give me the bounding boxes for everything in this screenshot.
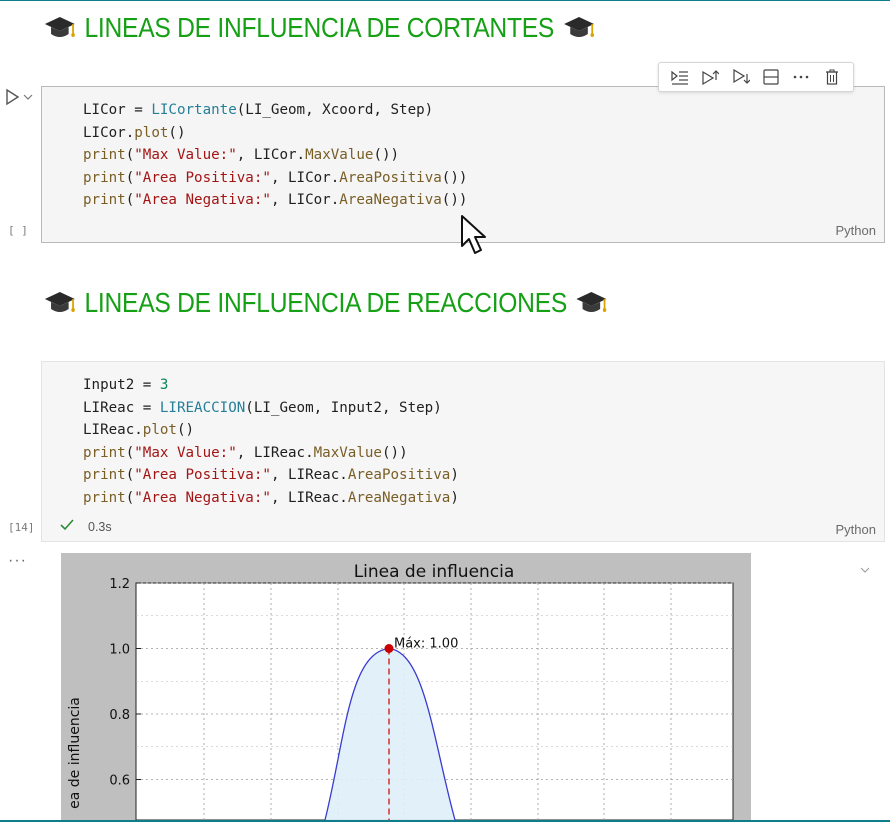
code-line: print("Max Value:", LICor.MaxValue()) <box>83 147 400 164</box>
execution-count: [ ] <box>8 224 28 237</box>
output-more-button[interactable]: ··· <box>8 552 27 569</box>
top-border <box>0 0 890 1</box>
output-figure: Máx: 1.00 Linea de influencia ea de infl… <box>61 553 751 820</box>
code-line: print("Max Value:", LIReac.MaxValue()) <box>83 444 408 461</box>
y-tick-label: 0.6 <box>109 774 130 789</box>
bottom-border <box>0 820 890 822</box>
heading-reacciones-text: LINEAS DE INFLUENCIA DE REACCIONES <box>84 287 568 318</box>
graduation-cap-icon <box>44 289 76 317</box>
code-line: LIReac.plot() <box>83 422 195 439</box>
code-line: print("Area Positiva:", LICor.AreaPositi… <box>83 169 468 186</box>
heading-cortantes: LINEAS DE INFLUENCIA DE CORTANTES <box>44 8 595 48</box>
execute-above-icon[interactable] <box>668 65 692 89</box>
cell-language-label[interactable]: Python <box>835 522 876 537</box>
execution-count: [14] <box>8 521 35 534</box>
code-editor[interactable]: LICor = LICortante(LI_Geom, Xcoord, Step… <box>83 99 467 212</box>
heading-reacciones: LINEAS DE INFLUENCIA DE REACCIONES <box>44 283 608 323</box>
chevron-down-icon[interactable] <box>860 560 870 578</box>
run-above-icon[interactable] <box>698 65 722 89</box>
max-marker <box>384 644 394 653</box>
code-cell-reacciones[interactable]: Input2 = 3 LIReac = LIREACCION(LI_Geom, … <box>41 361 885 542</box>
trash-icon[interactable] <box>820 65 844 89</box>
y-tick-label: 1.2 <box>109 577 130 592</box>
graduation-cap-icon <box>563 14 595 42</box>
cell-toolbar <box>658 62 854 92</box>
graduation-cap-icon <box>44 14 76 42</box>
code-cell-cortantes[interactable]: LICor = LICortante(LI_Geom, Xcoord, Step… <box>41 86 885 243</box>
code-editor[interactable]: Input2 = 3 LIReac = LIREACCION(LI_Geom, … <box>83 374 459 510</box>
code-line: Input2 = 3 <box>83 377 169 393</box>
split-cell-icon[interactable] <box>759 65 783 89</box>
more-icon[interactable] <box>789 65 813 89</box>
graduation-cap-icon <box>576 289 608 317</box>
max-annotation: Máx: 1.00 <box>394 637 458 652</box>
run-cell-button[interactable] <box>4 88 34 106</box>
code-line: print("Area Negativa:", LIReac.AreaNegat… <box>83 489 459 506</box>
chart-title: Linea de influencia <box>354 562 515 582</box>
influence-line-chart: Máx: 1.00 Linea de influencia ea de infl… <box>67 562 734 820</box>
run-below-icon[interactable] <box>729 65 753 89</box>
y-tick-label: 0.8 <box>109 708 130 723</box>
y-axis-label: ea de influencia <box>67 697 83 809</box>
code-line: LIReac = LIREACCION(LI_Geom, Input2, Ste… <box>83 399 442 416</box>
mouse-cursor-icon <box>460 214 490 263</box>
code-line: LICor = LICortante(LI_Geom, Xcoord, Step… <box>83 102 434 118</box>
cell-language-label[interactable]: Python <box>835 223 876 238</box>
execution-status: 0.3s <box>60 519 112 534</box>
code-line: print("Area Positiva:", LIReac.AreaPosit… <box>83 467 459 484</box>
code-line: LICor.plot() <box>83 124 186 141</box>
y-tick-label: 1.0 <box>109 643 130 658</box>
y-ticks: 1.2 1.0 0.8 0.6 <box>109 577 141 789</box>
checkmark-icon <box>60 519 74 534</box>
heading-cortantes-text: LINEAS DE INFLUENCIA DE CORTANTES <box>84 12 555 43</box>
code-line: print("Area Negativa:", LICor.AreaNegati… <box>83 192 468 209</box>
execution-duration: 0.3s <box>88 519 112 534</box>
